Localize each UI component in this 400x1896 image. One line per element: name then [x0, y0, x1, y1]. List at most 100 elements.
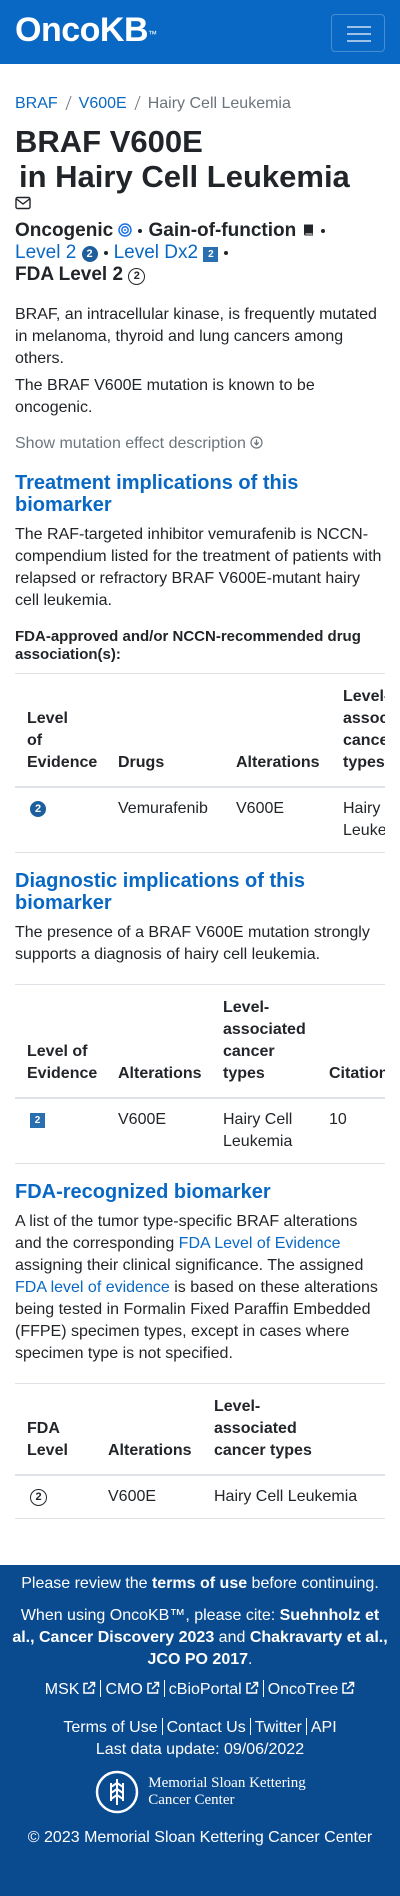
column-header: Level of Evidence — [15, 673, 106, 788]
section-description: A list of the tumor type-specific BRAF a… — [15, 1211, 385, 1365]
annotations: Oncogenic Gain-of-function Level 2 2 Leve… — [15, 220, 385, 286]
footer-link[interactable]: API — [310, 1719, 337, 1736]
level-link[interactable]: Level Dx2 — [113, 242, 199, 263]
external-icon[interactable] — [245, 1681, 259, 1695]
table-row: 2 V600E Hairy Cell Leukemia 10 — [15, 1098, 385, 1164]
trademark: ™ — [148, 29, 157, 39]
section-heading: FDA-recognized biomarker — [15, 1181, 271, 1203]
brand[interactable]: OncoKB™ — [15, 8, 157, 52]
icon-shape — [147, 1681, 160, 1694]
table-wrapper: Level of Evidence Drugs Alterations Leve… — [15, 673, 385, 853]
footer-link[interactable]: Terms of Use — [63, 1719, 158, 1736]
logo-text: Memorial Sloan Kettering Cancer Center — [148, 1775, 305, 1809]
fda-level-icon: 2 — [30, 1489, 47, 1506]
column-header: Level-associated cancer types — [211, 984, 317, 1099]
cell: V600E — [106, 1098, 211, 1164]
level-cell: 2 — [15, 1098, 106, 1164]
breadcrumb-alteration[interactable]: V600E — [78, 95, 127, 112]
separator — [320, 228, 325, 233]
level-icon: 2 — [81, 246, 98, 262]
level-link[interactable]: Level 2 — [15, 242, 77, 263]
footer-link[interactable]: Twitter — [254, 1719, 302, 1736]
menu-toggle[interactable] — [331, 14, 385, 52]
citation-link[interactable]: Chakravarty et al., JCO PO 2017 — [147, 1629, 388, 1668]
brand-name[interactable]: OncoKB — [15, 11, 149, 49]
cell: V600E — [224, 787, 331, 853]
table-wrapper: Level of Evidence Alterations Level-asso… — [15, 984, 385, 1164]
text: and — [214, 1629, 250, 1646]
fda-table: FDA Level Alterations Level-associated c… — [15, 1383, 385, 1519]
navbar: OncoKB™ — [0, 0, 400, 64]
fda-link[interactable]: FDA Level of Evidence — [178, 1235, 341, 1252]
column-header: Alterations — [106, 984, 211, 1099]
level-icon: 2 — [30, 1113, 45, 1128]
text: assigning their clinical significance. T… — [15, 1257, 364, 1274]
separator — [103, 250, 108, 255]
column-header: FDA Level — [15, 1383, 96, 1476]
toggle-icon[interactable] — [250, 436, 264, 449]
external-icon[interactable] — [146, 1681, 160, 1695]
footer-links: Terms of Use Contact Us Twitter API — [0, 1717, 400, 1739]
external-link[interactable]: MSK — [44, 1681, 80, 1698]
copyright: © 2023 Memorial Sloan Kettering Cancer C… — [27, 1829, 373, 1846]
logo-line: Cancer Center — [148, 1792, 235, 1808]
external-links: MSK CMO cBioPortal OncoTree — [0, 1679, 400, 1701]
separator — [65, 96, 72, 110]
page-title: BRAF V600E in Hairy Cell Leukemia — [15, 124, 385, 194]
cell: Hairy Cell Leukemia — [202, 1475, 385, 1519]
breadcrumb-gene[interactable]: BRAF — [15, 95, 58, 112]
cell: Hairy Cell Leukemia — [331, 787, 385, 853]
icon-shape — [245, 1681, 258, 1694]
column-header: Level-associated cancer types — [331, 673, 385, 788]
toggle-text[interactable]: Show mutation effect description — [15, 435, 246, 452]
separator — [138, 228, 143, 233]
table-header: FDA Level Alterations Level-associated c… — [15, 1383, 385, 1476]
text: is based on these alterations being test… — [15, 1279, 378, 1362]
table-row: 2 Vemurafenib V600E Hairy Cell Leukemia — [15, 787, 385, 853]
section-heading: Diagnostic implications of this biomarke… — [15, 870, 306, 914]
external-icon[interactable] — [341, 1681, 355, 1695]
logo-line: Memorial Sloan Kettering — [148, 1775, 306, 1791]
column-header: Level of Evidence — [15, 984, 106, 1099]
external-link[interactable]: OncoTree — [267, 1681, 339, 1698]
separator — [100, 1680, 102, 1697]
section-description: The RAF-targeted inhibitor vemurafenib i… — [15, 526, 382, 609]
text: When using OncoKB™, please cite: — [20, 1607, 280, 1624]
separator — [305, 1718, 307, 1735]
email-icon[interactable] — [15, 196, 31, 210]
oncogenicity: Oncogenic — [15, 220, 114, 241]
external-link[interactable]: cBioPortal — [168, 1681, 242, 1698]
cell: V600E — [96, 1475, 202, 1519]
last-update: Last data update: 09/06/2022 — [95, 1741, 305, 1758]
fda-level-icon: 2 — [128, 268, 146, 285]
menu-bar — [347, 40, 371, 42]
level-cell: 2 — [15, 787, 106, 853]
text: . — [248, 1651, 253, 1668]
separator — [249, 1718, 251, 1735]
terms-link[interactable]: terms of use — [151, 1575, 248, 1592]
msk-logo[interactable]: Memorial Sloan Kettering Cancer Center — [0, 1769, 400, 1815]
treatment-table: Level of Evidence Drugs Alterations Leve… — [15, 673, 385, 853]
oncogenic-icon — [118, 223, 133, 237]
external-link[interactable]: CMO — [105, 1681, 143, 1698]
column-header: Alterations — [96, 1383, 202, 1476]
icon-shape — [342, 1681, 355, 1694]
description-toggle[interactable]: Show mutation effect description — [15, 433, 385, 455]
citation: When using OncoKB™, please cite: Suehnho… — [0, 1605, 400, 1671]
footer-link[interactable]: Contact Us — [166, 1719, 246, 1736]
book-icon — [303, 224, 313, 236]
icon-shape — [83, 1681, 96, 1694]
fda-link[interactable]: FDA level of evidence — [15, 1279, 170, 1296]
citation-link[interactable]: Suehnholz et al., Cancer Discovery 2023 — [12, 1607, 380, 1646]
separator — [161, 1718, 163, 1735]
diagnostic-table: Level of Evidence Alterations Level-asso… — [15, 984, 385, 1164]
level-icon: 2 — [30, 801, 46, 817]
menu-bar — [347, 26, 371, 28]
fda-level: FDA Level 2 — [15, 264, 124, 285]
separator — [134, 96, 141, 110]
text: A list of the tumor type-specific BRAF a… — [15, 1213, 358, 1252]
title-line: in Hairy Cell Leukemia — [19, 159, 350, 194]
separator — [262, 1680, 264, 1697]
summary: BRAF, an intracellular kinase, is freque… — [15, 306, 377, 367]
external-icon[interactable] — [82, 1681, 96, 1695]
